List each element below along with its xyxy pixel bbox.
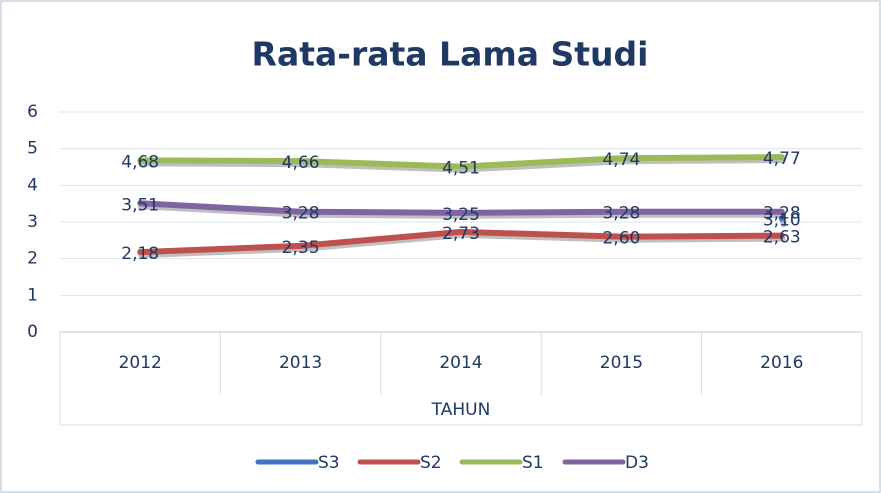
x-tick-label: 2015 (600, 353, 643, 373)
data-label: 4,66 (282, 153, 320, 173)
y-tick-label: 4 (27, 175, 38, 195)
data-label: 3,28 (763, 204, 801, 224)
series-line (137, 154, 785, 170)
data-label: 4,74 (602, 150, 640, 170)
legend-label: S1 (522, 453, 544, 473)
legend-label: D3 (625, 453, 649, 473)
x-axis-label: TAHUN (431, 400, 491, 420)
data-label: 3,28 (602, 204, 640, 224)
legend-label: S3 (318, 453, 340, 473)
chart-title: Rata-rata Lama Studi (252, 35, 649, 74)
y-tick-label: 1 (27, 285, 38, 305)
data-label: 2,35 (282, 238, 320, 258)
y-tick-label: 2 (27, 249, 38, 269)
data-label: 3,25 (442, 205, 480, 225)
x-tick-label: 2013 (279, 353, 322, 373)
y-tick-label: 3 (27, 212, 38, 232)
data-label: 3,10 (763, 210, 801, 230)
data-label: 2,18 (121, 244, 159, 264)
data-label: 3,51 (121, 195, 159, 215)
series-line (137, 228, 785, 256)
series-line (137, 200, 785, 216)
legend-label: S2 (420, 453, 442, 473)
data-label: 3,28 (282, 204, 320, 224)
data-label: 2,63 (763, 228, 801, 248)
data-label: 2,73 (442, 224, 480, 244)
data-label: 4,77 (763, 149, 801, 169)
data-label: 2,60 (602, 229, 640, 249)
x-tick-label: 2014 (439, 353, 482, 373)
line-shadow (779, 218, 787, 228)
y-tick-label: 0 (27, 322, 38, 342)
y-tick-label: 6 (27, 102, 38, 122)
x-tick-label: 2012 (119, 353, 162, 373)
y-tick-label: 5 (27, 139, 38, 159)
data-label: 4,51 (442, 159, 480, 179)
data-label: 4,68 (121, 152, 159, 172)
x-tick-label: 2016 (760, 353, 803, 373)
